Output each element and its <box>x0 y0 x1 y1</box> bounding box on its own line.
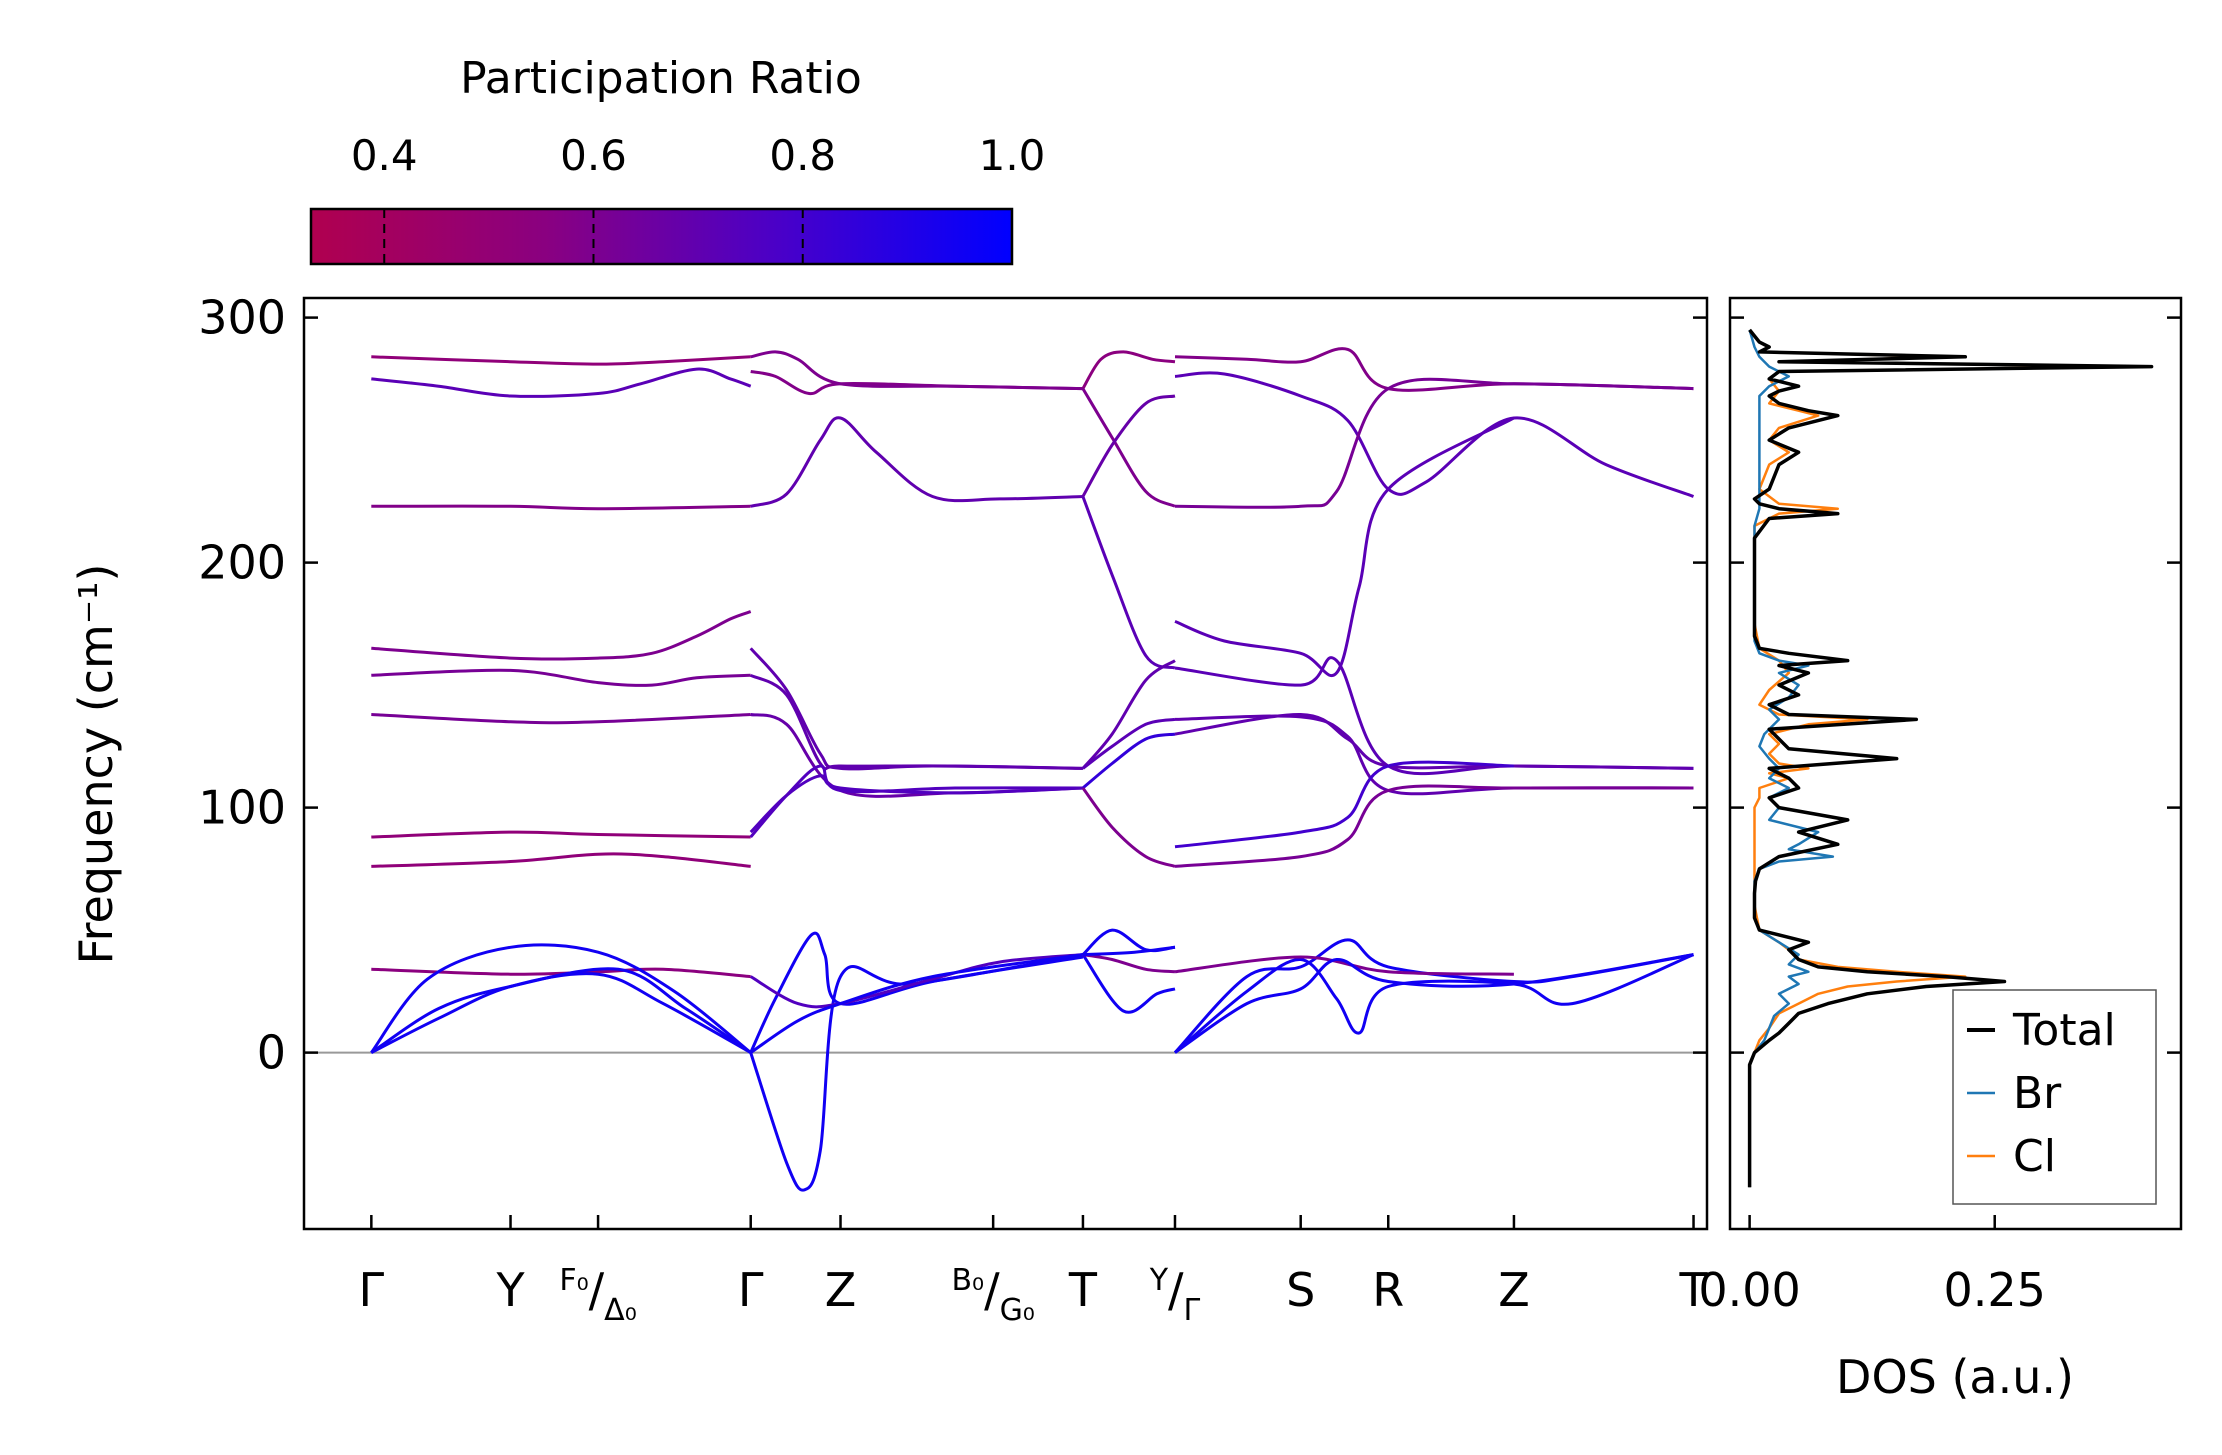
kpoint-label: R <box>1372 1263 1404 1317</box>
phonon-band <box>1174 371 1695 498</box>
y-tick-label: 0 <box>257 1026 286 1080</box>
dos-line-total <box>1747 328 2154 1188</box>
colorbar-bar <box>309 207 1014 266</box>
phonon-band <box>370 943 752 1054</box>
phonon-band <box>1081 717 1176 770</box>
phonon-band <box>1174 760 1514 849</box>
phonon-band <box>1174 712 1694 770</box>
phonon-band <box>1081 928 1176 956</box>
phonon-band <box>749 931 1084 1054</box>
phonon-band <box>370 967 752 1054</box>
kpoint-label: Z <box>825 1263 857 1317</box>
phonon-band <box>749 764 1083 838</box>
phonon-band <box>1082 945 1176 957</box>
phonon-band <box>1173 938 1694 1054</box>
phonon-band <box>1081 350 1176 390</box>
kpoint-label: B₀/G₀ <box>951 1263 1034 1328</box>
colorbar-title: Participation Ratio <box>460 53 862 104</box>
legend-box <box>1952 989 2157 1205</box>
legend-label-br: Br <box>2013 1068 2062 1119</box>
colorbar-tick-label: 1.0 <box>979 131 1046 180</box>
phonon-band <box>371 367 752 398</box>
phonon-band <box>1174 953 1694 1054</box>
phonon-band <box>371 830 751 839</box>
phonon-band <box>1081 787 1176 868</box>
phonon-band <box>1174 347 1694 392</box>
dos-line-br <box>1748 329 1835 1188</box>
kpoint-label: Γ <box>359 1263 385 1317</box>
phonon-band <box>371 610 752 661</box>
kpoint-label: F₀/Δ₀ <box>559 1263 636 1328</box>
kpoint-label: Y <box>495 1263 525 1317</box>
phonon-band <box>1081 495 1176 670</box>
y-tick-label: 100 <box>198 781 286 835</box>
phonon-band <box>1174 714 1694 796</box>
y-tick-label: 200 <box>198 536 286 590</box>
phonon-band <box>1081 387 1176 508</box>
phonon-band <box>749 774 1083 834</box>
phonon-band <box>1081 732 1176 790</box>
phonon-band <box>370 972 752 1054</box>
phonon-band <box>371 355 751 366</box>
kpoint-label: Z <box>1498 1263 1530 1317</box>
phonon-band <box>749 953 1084 1192</box>
dos-x-tick-label: 0.00 <box>1698 1263 1800 1317</box>
dos-plot-frame <box>1728 296 2183 1231</box>
phonon-band <box>371 967 751 979</box>
phonon-band <box>749 673 1083 771</box>
phonon-band <box>1082 953 1176 974</box>
phonon-band <box>750 350 1083 391</box>
kpoint-label: Γ <box>738 1263 764 1317</box>
colorbar-tick-label: 0.8 <box>769 131 836 180</box>
phonon-band <box>749 953 1084 1009</box>
band-plot-frame <box>302 296 1709 1231</box>
phonon-band <box>749 647 1083 771</box>
phonon-band <box>1081 953 1176 1014</box>
kpoint-label: T <box>1068 1263 1098 1317</box>
band-structure-panel: 0 100 200 300 Γ Y F₀/Δ₀ Γ Z B₀/G₀ T Y/Γ S R Z T Freque… <box>69 291 1708 1328</box>
phonon-band <box>371 852 751 868</box>
phonon-band <box>1081 394 1176 498</box>
phonon-band <box>1174 955 1514 976</box>
phonon-band <box>1174 784 1694 868</box>
colorbar: Participation Ratio 0.4 0.6 0.8 1.0 <box>309 53 1046 266</box>
y-tick-label: 300 <box>198 291 286 345</box>
colorbar-tick-label: 0.6 <box>560 131 627 180</box>
dos-legend: Total Br Cl <box>1952 989 2157 1205</box>
dos-panel: 0.00 0.25 DOS (a.u.) Total Br Cl <box>1698 296 2183 1404</box>
phonon-band <box>371 713 751 725</box>
phonon-band <box>1174 377 1694 509</box>
phonon-band <box>750 370 1083 396</box>
phonon-band <box>750 416 1083 508</box>
phonon-band <box>1081 659 1176 770</box>
phonon-band <box>1174 953 1695 1054</box>
dos-x-label: DOS (a.u.) <box>1836 1350 2074 1404</box>
kpoint-label: Y/Γ <box>1149 1263 1201 1328</box>
phonon-band <box>1174 416 1515 677</box>
phonon-band <box>371 668 751 687</box>
phonon-band <box>371 504 751 511</box>
legend-label-cl: Cl <box>2013 1131 2056 1182</box>
kpoint-label: S <box>1286 1263 1315 1317</box>
colorbar-tick-label: 0.4 <box>351 131 418 180</box>
dos-x-tick-label: 0.25 <box>1944 1263 2046 1317</box>
legend-label-total: Total <box>2012 1005 2116 1056</box>
kpoint-label: T <box>1678 1263 1708 1317</box>
y-axis-label: Frequency (cm⁻¹) <box>69 564 123 965</box>
phonon-band <box>749 953 1084 1054</box>
